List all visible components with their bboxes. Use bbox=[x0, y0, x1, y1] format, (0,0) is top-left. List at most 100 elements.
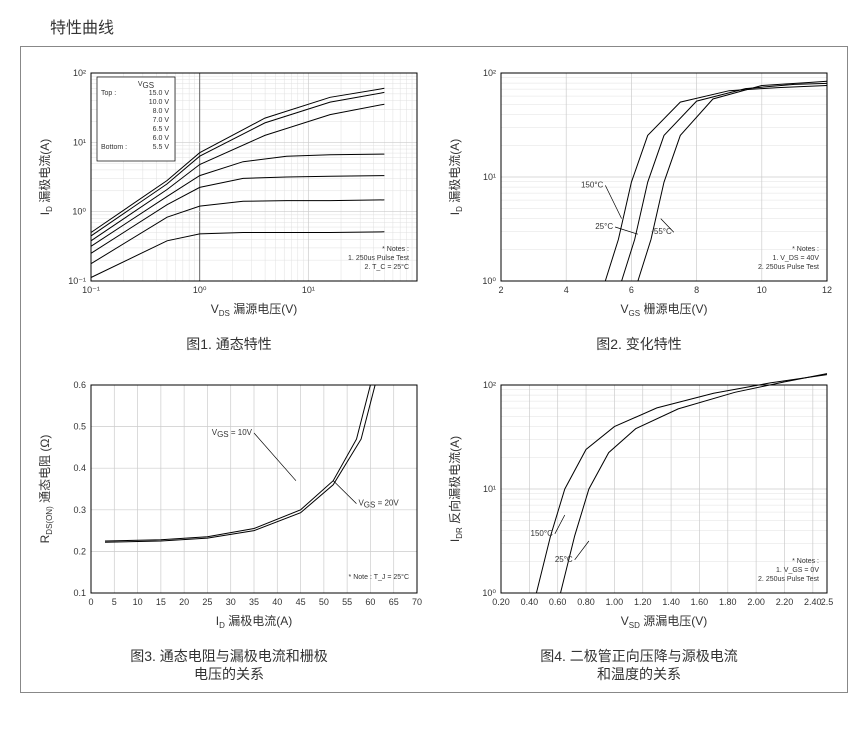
svg-text:10²: 10² bbox=[483, 380, 496, 390]
svg-text:5: 5 bbox=[112, 597, 117, 607]
svg-text:0.1: 0.1 bbox=[73, 588, 86, 598]
svg-text:0.60: 0.60 bbox=[549, 597, 567, 607]
fig2-caption: 图2. 变化特性 bbox=[596, 335, 682, 353]
svg-text:25: 25 bbox=[202, 597, 212, 607]
fig3-svg: 0 5 10 15 20 25 30 35 40 45 50 55 60 65 70 0.1 0.2 0.3 0.4… bbox=[29, 371, 429, 641]
svg-text:1.40: 1.40 bbox=[662, 597, 680, 607]
svg-text:0.4: 0.4 bbox=[73, 463, 86, 473]
svg-text:2. T_C = 25°C: 2. T_C = 25°C bbox=[365, 263, 410, 271]
svg-text:* Note : T_J = 25°C: * Note : T_J = 25°C bbox=[349, 573, 409, 581]
svg-text:10.0 V: 10.0 V bbox=[149, 99, 170, 106]
svg-text:30: 30 bbox=[226, 597, 236, 607]
svg-text:10: 10 bbox=[133, 597, 143, 607]
svg-text:25°C: 25°C bbox=[595, 222, 613, 231]
svg-text:ID 漏极电流(A): ID 漏极电流(A) bbox=[216, 614, 292, 630]
svg-text:-55°C: -55°C bbox=[651, 227, 672, 236]
svg-text:0.3: 0.3 bbox=[73, 505, 86, 515]
svg-text:7.0 V: 7.0 V bbox=[153, 117, 170, 124]
svg-text:VGS 栅源电压(V): VGS 栅源电压(V) bbox=[621, 301, 708, 318]
svg-text:10⁰: 10⁰ bbox=[482, 276, 496, 286]
chart-container: 10⁻¹10⁰10¹10⁻¹10⁰10¹10²VGS15.0 V10.0 V8.… bbox=[20, 46, 848, 693]
fig2-svg: 2 4 6 8 10 12 10⁰ 10¹ 10² 150°C 25°C -55°C * Notes :… bbox=[439, 59, 839, 329]
fig3-caption: 图3. 通态电阻与漏极电流和栅极电压的关系 bbox=[130, 647, 328, 683]
svg-text:150°C: 150°C bbox=[531, 529, 554, 538]
fig1-caption: 图1. 通态特性 bbox=[186, 335, 272, 353]
svg-text:* Notes :: * Notes : bbox=[382, 246, 409, 253]
svg-text:1.80: 1.80 bbox=[719, 597, 737, 607]
fig4-caption: 图4. 二极管正向压降与源极电流和温度的关系 bbox=[540, 647, 738, 683]
svg-text:2: 2 bbox=[498, 285, 503, 295]
svg-text:* Notes :: * Notes : bbox=[792, 246, 819, 253]
svg-text:VSD 源漏电压(V): VSD 源漏电压(V) bbox=[621, 614, 707, 630]
svg-text:0: 0 bbox=[88, 597, 93, 607]
svg-text:20: 20 bbox=[179, 597, 189, 607]
svg-text:150°C: 150°C bbox=[581, 180, 604, 189]
svg-text:60: 60 bbox=[365, 597, 375, 607]
svg-text:ID 漏极电流(A): ID 漏极电流(A) bbox=[448, 139, 464, 215]
fig4-panel: 0.20 0.40 0.60 0.80 1.00 1.20 1.40 1.60 1.80 2.00… bbox=[439, 371, 839, 683]
svg-text:1. V_DS = 40V: 1. V_DS = 40V bbox=[772, 255, 819, 262]
svg-text:1.00: 1.00 bbox=[606, 597, 624, 607]
svg-text:8: 8 bbox=[694, 285, 699, 295]
svg-text:0.40: 0.40 bbox=[521, 597, 539, 607]
svg-text:35: 35 bbox=[249, 597, 259, 607]
svg-text:1.60: 1.60 bbox=[691, 597, 709, 607]
fig2-panel: 2 4 6 8 10 12 10⁰ 10¹ 10² 150°C 25°C -55°C * Notes :… bbox=[439, 59, 839, 353]
svg-text:0.6: 0.6 bbox=[73, 380, 86, 390]
fig3-panel: 0 5 10 15 20 25 30 35 40 45 50 55 60 65 70 0.1 0.2 0.3 0.4… bbox=[29, 371, 429, 683]
svg-text:ID 漏极电流(A): ID 漏极电流(A) bbox=[38, 139, 54, 215]
svg-text:8.0 V: 8.0 V bbox=[153, 108, 170, 115]
svg-text:6.0 V: 6.0 V bbox=[153, 135, 170, 142]
svg-text:65: 65 bbox=[389, 597, 399, 607]
svg-text:2. 250us Pulse Test: 2. 250us Pulse Test bbox=[758, 576, 819, 583]
fig1-svg: 10⁻¹10⁰10¹10⁻¹10⁰10¹10²VGS15.0 V10.0 V8.… bbox=[29, 59, 429, 329]
svg-text:70: 70 bbox=[412, 597, 422, 607]
svg-text:10²: 10² bbox=[483, 68, 496, 78]
svg-text:15.0 V: 15.0 V bbox=[149, 90, 170, 97]
svg-text:4: 4 bbox=[564, 285, 569, 295]
svg-text:0.5: 0.5 bbox=[73, 422, 86, 432]
svg-text:10¹: 10¹ bbox=[483, 484, 496, 494]
svg-text:1. 250us Pulse Test: 1. 250us Pulse Test bbox=[348, 255, 409, 262]
svg-text:2.5: 2.5 bbox=[821, 597, 834, 607]
svg-text:IDR 反向漏极电流(A): IDR 反向漏极电流(A) bbox=[447, 436, 464, 542]
svg-text:40: 40 bbox=[272, 597, 282, 607]
svg-text:10⁻¹: 10⁻¹ bbox=[68, 276, 86, 286]
chart-grid: 10⁻¹10⁰10¹10⁻¹10⁰10¹10²VGS15.0 V10.0 V8.… bbox=[29, 59, 839, 684]
svg-text:* Notes :: * Notes : bbox=[792, 558, 819, 565]
svg-text:2.20: 2.20 bbox=[776, 597, 794, 607]
svg-text:0.80: 0.80 bbox=[577, 597, 595, 607]
svg-text:50: 50 bbox=[319, 597, 329, 607]
svg-text:2.40: 2.40 bbox=[804, 597, 822, 607]
svg-text:VGS = 10V: VGS = 10V bbox=[212, 428, 253, 439]
svg-text:0.20: 0.20 bbox=[492, 597, 510, 607]
svg-text:RDS(ON) 通态电阻 (Ω): RDS(ON) 通态电阻 (Ω) bbox=[38, 435, 54, 544]
page-title: 特性曲线 bbox=[50, 14, 848, 38]
svg-text:10⁰: 10⁰ bbox=[482, 588, 496, 598]
svg-text:25°C: 25°C bbox=[555, 555, 573, 564]
svg-text:1. V_GS = 0V: 1. V_GS = 0V bbox=[776, 567, 819, 574]
svg-text:15: 15 bbox=[156, 597, 166, 607]
fig4-svg: 0.20 0.40 0.60 0.80 1.00 1.20 1.40 1.60 1.80 2.00… bbox=[439, 371, 839, 641]
svg-text:Bottom :: Bottom : bbox=[101, 144, 127, 151]
svg-text:10: 10 bbox=[757, 285, 767, 295]
svg-text:6: 6 bbox=[629, 285, 634, 295]
svg-text:10¹: 10¹ bbox=[302, 285, 315, 295]
svg-text:45: 45 bbox=[296, 597, 306, 607]
svg-text:55: 55 bbox=[342, 597, 352, 607]
svg-text:VGS = 20V: VGS = 20V bbox=[358, 499, 399, 510]
svg-text:10¹: 10¹ bbox=[483, 172, 496, 182]
svg-text:VDS 漏源电压(V): VDS 漏源电压(V) bbox=[211, 302, 297, 318]
svg-text:10²: 10² bbox=[73, 68, 86, 78]
svg-text:2.00: 2.00 bbox=[747, 597, 765, 607]
svg-text:10⁰: 10⁰ bbox=[193, 285, 207, 295]
svg-text:Top :: Top : bbox=[101, 90, 116, 97]
svg-text:1.20: 1.20 bbox=[634, 597, 652, 607]
svg-text:10⁰: 10⁰ bbox=[72, 207, 86, 217]
svg-text:12: 12 bbox=[822, 285, 832, 295]
svg-text:0.2: 0.2 bbox=[73, 547, 86, 557]
fig1-panel: 10⁻¹10⁰10¹10⁻¹10⁰10¹10²VGS15.0 V10.0 V8.… bbox=[29, 59, 429, 353]
svg-text:5.5 V: 5.5 V bbox=[153, 144, 170, 151]
svg-text:6.5 V: 6.5 V bbox=[153, 126, 170, 133]
svg-text:2. 250us Pulse Test: 2. 250us Pulse Test bbox=[758, 264, 819, 271]
